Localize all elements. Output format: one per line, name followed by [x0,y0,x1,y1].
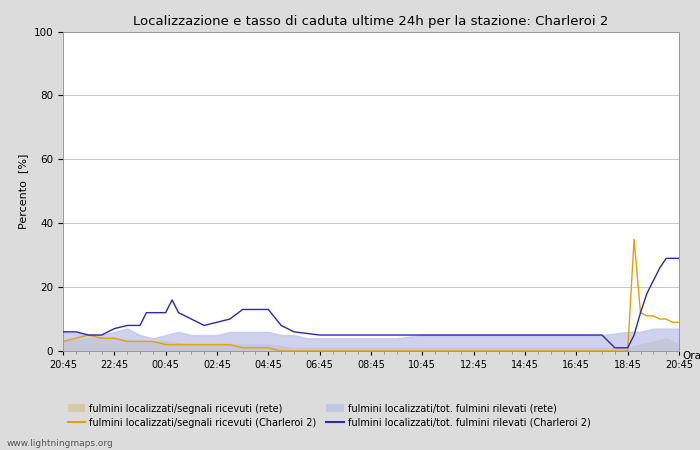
Y-axis label: Percento  [%]: Percento [%] [18,153,28,229]
Text: www.lightningmaps.org: www.lightningmaps.org [7,439,113,448]
Legend: fulmini localizzati/segnali ricevuti (rete), fulmini localizzati/segnali ricevut: fulmini localizzati/segnali ricevuti (re… [68,404,590,428]
Text: Orario: Orario [682,351,700,361]
Title: Localizzazione e tasso di caduta ultime 24h per la stazione: Charleroi 2: Localizzazione e tasso di caduta ultime … [133,14,609,27]
